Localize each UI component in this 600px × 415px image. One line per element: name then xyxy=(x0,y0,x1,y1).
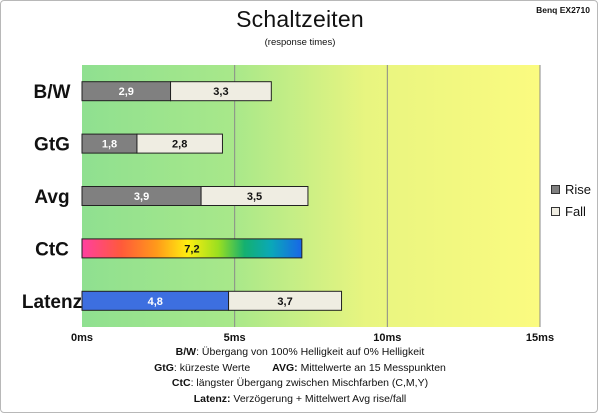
category-label: GtG xyxy=(34,135,70,156)
note-ctc-text: : längster Übergang zwischen Mischfarben… xyxy=(190,377,429,389)
note-avg-text: Mittelwerte an 15 Messpunkten xyxy=(297,361,446,374)
legend-label-fall: Fall xyxy=(565,203,586,219)
notes: B/W: Übergang von 100% Helligkeit auf 0%… xyxy=(0,345,600,407)
note-bw-key: B/W xyxy=(175,346,197,358)
legend: Rise Fall xyxy=(551,178,591,222)
note-bw: B/W: Übergang von 100% Helligkeit auf 0%… xyxy=(0,345,600,361)
bar-value-label: 3,7 xyxy=(277,296,292,308)
note-lat-key: Latenz: xyxy=(193,392,231,405)
bar-value-label: 2,9 xyxy=(119,86,134,98)
bar-value-label: 1,8 xyxy=(102,139,117,151)
category-label: CtC xyxy=(35,239,69,260)
bar-value-label: 3,3 xyxy=(213,86,228,98)
bar-fall xyxy=(200,186,309,206)
category-label: Latenz xyxy=(22,292,82,313)
note-ctc-key: CtC xyxy=(171,377,191,389)
x-tick-label: 5ms xyxy=(224,332,246,344)
monitor-model: Benq EX2710 xyxy=(536,5,590,15)
bar-value-label: 2,8 xyxy=(172,139,187,151)
bar-value-label: 3,5 xyxy=(247,191,262,203)
category-label: Avg xyxy=(34,187,69,208)
legend-swatch-fall xyxy=(551,206,560,216)
legend-item-rise: Rise xyxy=(551,178,591,200)
note-ctc: CtC: längster Übergang zwischen Mischfar… xyxy=(0,376,600,392)
chart-subtitle: (response times) xyxy=(264,37,336,48)
note-lat-text: Verzögerung + Mittelwert Avg rise/fall xyxy=(230,392,407,405)
category-label: B/W xyxy=(34,82,71,103)
note-bw-text: : Übergang von 100% Helligkeit auf 0% He… xyxy=(196,346,425,358)
bar-fall xyxy=(228,290,343,311)
legend-item-fall: Fall xyxy=(551,200,591,222)
bar-value-label: 3,9 xyxy=(134,191,149,203)
note-latency: Latenz: Verzögerung + Mittelwert Avg ris… xyxy=(0,392,600,408)
response-time-chart: 0ms 5ms 10ms 15ms B/W 2,9 3,3 GtG 1,8 2,8 Avg 3,9 3,… xyxy=(22,65,554,344)
bar-rise xyxy=(81,238,303,259)
x-tick-label: 15ms xyxy=(526,332,554,344)
note-gtg-key: GtG xyxy=(154,361,174,374)
note-gtg-avg: GtG: kürzeste Werte AVG: Mittelwerte an 1… xyxy=(0,361,600,377)
bar-fall xyxy=(170,81,272,102)
legend-swatch-rise xyxy=(551,184,560,194)
bar-value-label: 4,8 xyxy=(148,296,163,308)
x-tick-label: 10ms xyxy=(373,332,401,344)
note-gtg-text: : kürzeste Werte xyxy=(173,361,251,374)
x-tick-label: 0ms xyxy=(71,332,93,344)
bar-value-label: 7,2 xyxy=(184,243,199,255)
bar-fall xyxy=(136,133,223,154)
note-avg-key: AVG: xyxy=(272,361,298,374)
legend-label-rise: Rise xyxy=(565,181,592,197)
chart-title: Schaltzeiten xyxy=(236,6,364,32)
